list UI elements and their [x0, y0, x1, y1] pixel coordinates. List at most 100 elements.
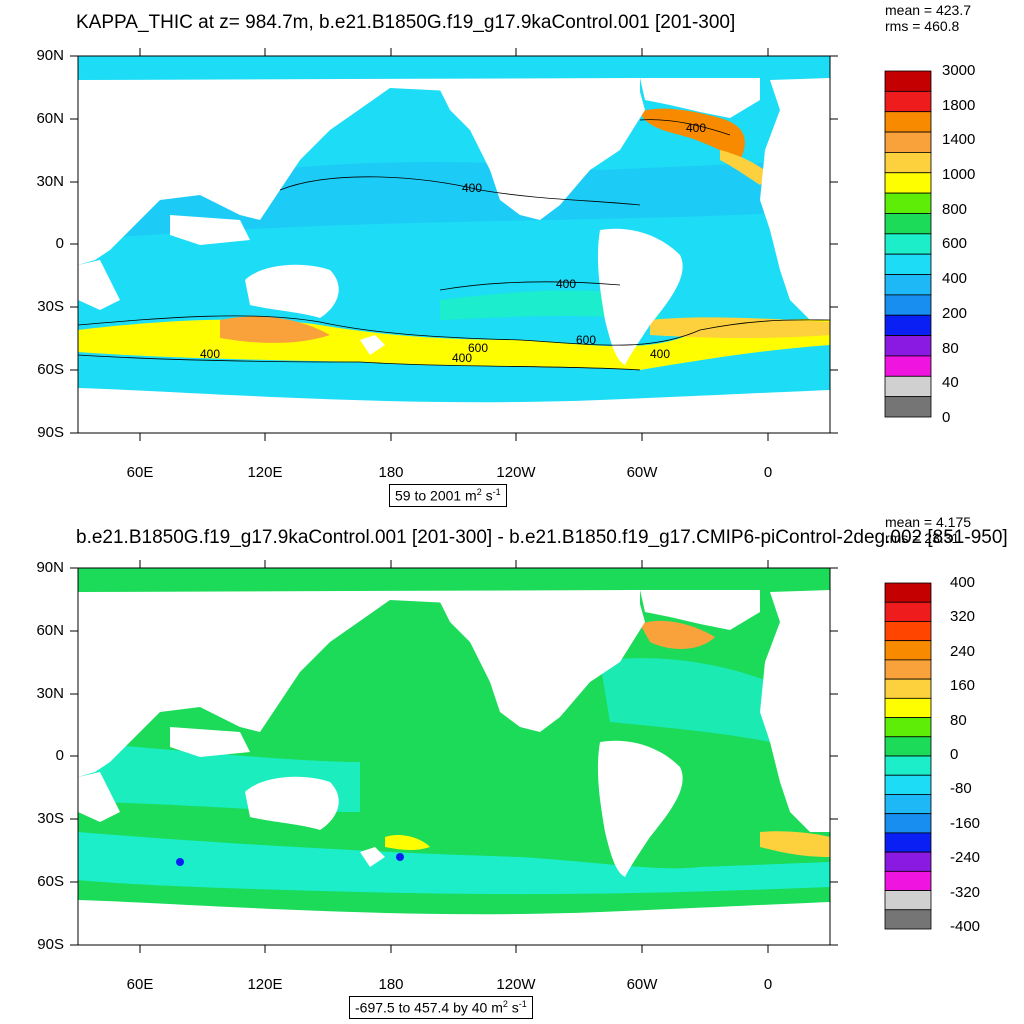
colorbar-swatch	[884, 192, 932, 214]
colorbar-swatch	[884, 375, 932, 398]
colorbar-swatch	[884, 640, 932, 661]
colorbar-label: 1800	[942, 96, 976, 114]
colorbar-swatch	[884, 70, 932, 92]
panel-2-map	[70, 560, 838, 953]
lat-label: 60S	[37, 361, 64, 378]
lon-label: 180	[378, 976, 404, 993]
contour-label: 600	[468, 341, 488, 355]
panel-2-rms: rms = 23.31	[885, 530, 960, 546]
panel-2-south-band	[78, 832, 830, 895]
lat-label: 30S	[37, 298, 64, 315]
colorbar-swatch	[884, 774, 932, 795]
colorbar-swatch	[884, 659, 932, 680]
panel-2-range-text: -697.5 to 457.4 by 40 m	[355, 999, 503, 1016]
colorbar-swatch	[884, 601, 932, 622]
unit-superscript: 2	[476, 487, 482, 497]
lon-label: 120W	[496, 464, 536, 481]
colorbar-label: 320	[950, 608, 976, 626]
panel-2-ticks	[70, 560, 838, 953]
colorbar-label: 0	[942, 408, 951, 426]
panel-1-contour-labels: 400 400 400 400 600 600 400 400	[200, 121, 706, 365]
panel-2-colorbar-swatches	[884, 582, 932, 930]
colorbar-swatch	[884, 396, 932, 418]
panel-2-pac-hotspot	[385, 835, 430, 851]
panel-1-rms: rms = 460.8	[885, 18, 960, 34]
colorbar-label: 80	[950, 711, 967, 729]
colorbar-label: 400	[942, 270, 968, 288]
unit-superscript: -1	[492, 487, 501, 497]
lat-label: 90N	[36, 559, 64, 576]
colorbar-label: 160	[950, 677, 976, 695]
contour-label: 400	[200, 347, 220, 361]
panel-1-contours	[77, 119, 831, 371]
colorbar-swatch	[884, 717, 932, 738]
colorbar-swatch	[884, 172, 932, 194]
panel-2-stats: mean = 4.175 rms = 23.31	[885, 514, 971, 546]
panel-1-acc-hotspot	[220, 316, 330, 343]
colorbar-swatch	[884, 870, 932, 891]
colorbar-label: -240	[950, 849, 981, 867]
colorbar-label: -160	[950, 814, 981, 832]
panel-1-range-box: 59 to 2001 m2 s-1	[389, 484, 507, 507]
colorbar-swatch	[884, 755, 932, 776]
panel-1-mean: mean = 423.7	[885, 2, 972, 18]
contour-label: 400	[462, 181, 482, 195]
lon-label: 180	[378, 464, 404, 481]
colorbar-label: 800	[942, 200, 968, 218]
panel-2-colorbar	[884, 582, 932, 930]
colorbar-label: 240	[950, 642, 976, 660]
lat-label: 30N	[36, 173, 64, 190]
contour-label: 400	[556, 277, 576, 291]
colorbar-swatch	[884, 335, 932, 357]
colorbar-swatch	[884, 621, 932, 642]
panel-2-land	[78, 590, 830, 945]
panel-1-natl-band	[720, 150, 770, 185]
colorbar-swatch	[884, 582, 932, 603]
colorbar-label: 3000	[942, 62, 976, 79]
lon-label: 0	[763, 976, 773, 993]
colorbar-swatch	[884, 253, 932, 275]
panel-1-range-text: 59 to 2001 m	[395, 487, 477, 504]
colorbar-swatch	[884, 274, 932, 296]
lon-label: 120E	[247, 976, 283, 993]
panel-1-map: 400 400 400 400 600 600 400 400	[70, 48, 838, 441]
colorbar-swatch	[884, 851, 932, 872]
colorbar-swatch	[884, 813, 932, 834]
colorbar-label: 80	[942, 339, 959, 357]
colorbar-label: 400	[950, 574, 976, 591]
lon-label: 0	[763, 464, 773, 481]
contour-label: 400	[686, 121, 706, 135]
colorbar-label: 200	[942, 304, 968, 322]
panel-1-land	[78, 78, 830, 433]
unit-text: s	[481, 487, 493, 504]
lon-label: 120E	[247, 464, 283, 481]
panel-1-atl-band	[650, 317, 830, 339]
contour-label: 400	[452, 351, 472, 365]
colorbar-swatch	[884, 794, 932, 815]
colorbar-label: 1400	[942, 131, 976, 149]
panel-1-colorbar-swatches	[884, 70, 932, 418]
colorbar-label: 600	[942, 235, 968, 253]
panel-1-colorbar-labels: 3000 1800 1400 1000 800 600 400 200 80 4…	[942, 62, 975, 444]
colorbar-swatch	[884, 90, 932, 113]
lon-label: 60E	[126, 464, 154, 481]
colorbar-label: 40	[942, 374, 959, 392]
lat-label: 90N	[36, 47, 64, 64]
panel-2-natl-band	[600, 658, 770, 742]
panel-2-colorbar-labels: 400 320 240 160 80 0 -80 -160 -240 -320 …	[950, 574, 980, 952]
colorbar-swatch	[884, 131, 932, 153]
panel-2-atl-hotspot	[760, 831, 830, 857]
panel-2-natl-hotspot	[640, 620, 715, 649]
contour-label: 600	[576, 333, 596, 347]
panel-1-ticks	[70, 48, 838, 441]
panel-1-colorbar	[884, 70, 932, 418]
colorbar-swatch	[884, 314, 932, 336]
colorbar-swatch	[884, 111, 932, 133]
lat-label: 90S	[37, 936, 64, 953]
panel-2-title: b.e21.B1850G.f19_g17.9kaControl.001 [201…	[76, 527, 1008, 548]
contour-label: 400	[650, 347, 670, 361]
colorbar-label: -80	[950, 780, 972, 798]
colorbar-swatch	[884, 890, 932, 911]
lat-label: 30N	[36, 685, 64, 702]
panel-1-title: KAPPA_THIC at z= 984.7m, b.e21.B1850G.f1…	[76, 12, 736, 33]
